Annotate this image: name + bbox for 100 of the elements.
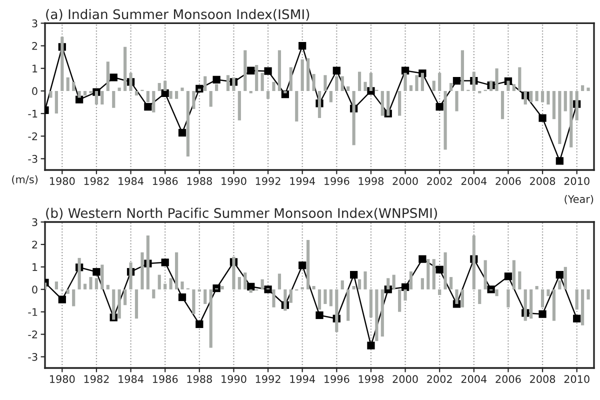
bar: [272, 289, 276, 308]
bar: [186, 90, 190, 156]
x-tick-label: 2008: [530, 375, 556, 384]
bar: [244, 50, 247, 91]
bar: [66, 77, 70, 91]
bar: [524, 289, 527, 321]
bar: [124, 289, 127, 306]
bar: [255, 64, 258, 91]
point: [436, 266, 444, 274]
bar: [278, 274, 282, 290]
bar: [340, 76, 344, 91]
x-tick-label: 1998: [358, 177, 384, 186]
bar: [238, 90, 241, 120]
bar: [335, 289, 338, 332]
bar: [444, 90, 447, 150]
y-tick-label: 1: [32, 263, 38, 271]
bar: [518, 67, 522, 91]
bar: [152, 90, 156, 112]
x-tick-label: 1986: [152, 375, 178, 384]
bar: [312, 74, 316, 91]
bar: [575, 90, 578, 120]
bar: [152, 289, 156, 298]
bar: [134, 289, 138, 319]
bar: [358, 279, 362, 290]
y-tick-label: 3: [32, 19, 38, 28]
bar: [169, 90, 172, 99]
bar: [60, 36, 64, 91]
bar: [398, 90, 402, 116]
bar: [329, 289, 332, 306]
x-tick-label: 2010: [564, 375, 590, 384]
bar: [78, 258, 81, 290]
point: [247, 282, 255, 291]
bar: [146, 235, 150, 290]
point: [316, 311, 324, 320]
x-tick-label: 1990: [222, 375, 246, 384]
x-tick-label: 2002: [427, 375, 452, 384]
bar: [364, 271, 367, 290]
y-tick-label: -1: [28, 308, 38, 316]
point: [58, 296, 66, 304]
bar: [364, 82, 367, 91]
point: [538, 114, 546, 122]
bar: [94, 90, 98, 105]
bar: [438, 289, 442, 295]
point: [350, 270, 358, 279]
bar: [318, 289, 322, 310]
point: [298, 262, 306, 270]
bar: [100, 264, 104, 290]
point: [556, 270, 564, 279]
x-tick-label: 1998: [358, 375, 384, 384]
bar: [54, 282, 58, 290]
bar: [478, 289, 482, 304]
bar: [586, 289, 590, 300]
bar: [575, 289, 578, 310]
x-tick-label: 2004: [461, 375, 487, 384]
bar: [512, 260, 516, 290]
bar: [346, 289, 350, 321]
bar: [586, 88, 590, 91]
bar: [306, 58, 310, 91]
y-tick-label: -2: [28, 132, 38, 140]
bar: [455, 289, 458, 304]
bar: [420, 72, 424, 91]
bar: [369, 72, 373, 91]
bar: [530, 90, 533, 102]
bar: [375, 289, 378, 342]
point: [264, 67, 272, 75]
bar: [278, 50, 282, 91]
chart-title: (a) Indian Summer Monsoon Index(ISMI): [46, 9, 310, 21]
bar: [540, 90, 544, 102]
bar: [89, 277, 92, 290]
bar: [174, 252, 178, 290]
x-tick-label: 1992: [256, 375, 280, 384]
bar: [552, 289, 556, 321]
bar: [249, 289, 252, 293]
x-tick-label: 1980: [50, 177, 75, 186]
point: [247, 66, 255, 74]
bar: [83, 284, 87, 290]
bar: [54, 90, 58, 114]
bar: [415, 75, 418, 91]
bar: [158, 83, 161, 91]
bar: [220, 286, 224, 290]
bar: [535, 90, 538, 102]
bar: [118, 289, 121, 319]
bar: [581, 289, 584, 326]
x-tick-label: 1982: [84, 375, 109, 384]
bar: [386, 90, 390, 116]
bar: [460, 50, 464, 91]
bar: [204, 76, 207, 91]
bar: [490, 80, 493, 91]
bar: [100, 90, 104, 105]
bar: [506, 80, 510, 91]
bar: [495, 68, 498, 91]
point: [92, 268, 100, 276]
bar: [546, 90, 550, 105]
point: [504, 272, 512, 280]
point: [452, 76, 461, 85]
bar: [335, 76, 338, 91]
x-tick-label: 1996: [324, 375, 350, 384]
bar: [564, 266, 567, 290]
y-tick-label: -3: [28, 352, 38, 361]
bar: [449, 83, 453, 91]
